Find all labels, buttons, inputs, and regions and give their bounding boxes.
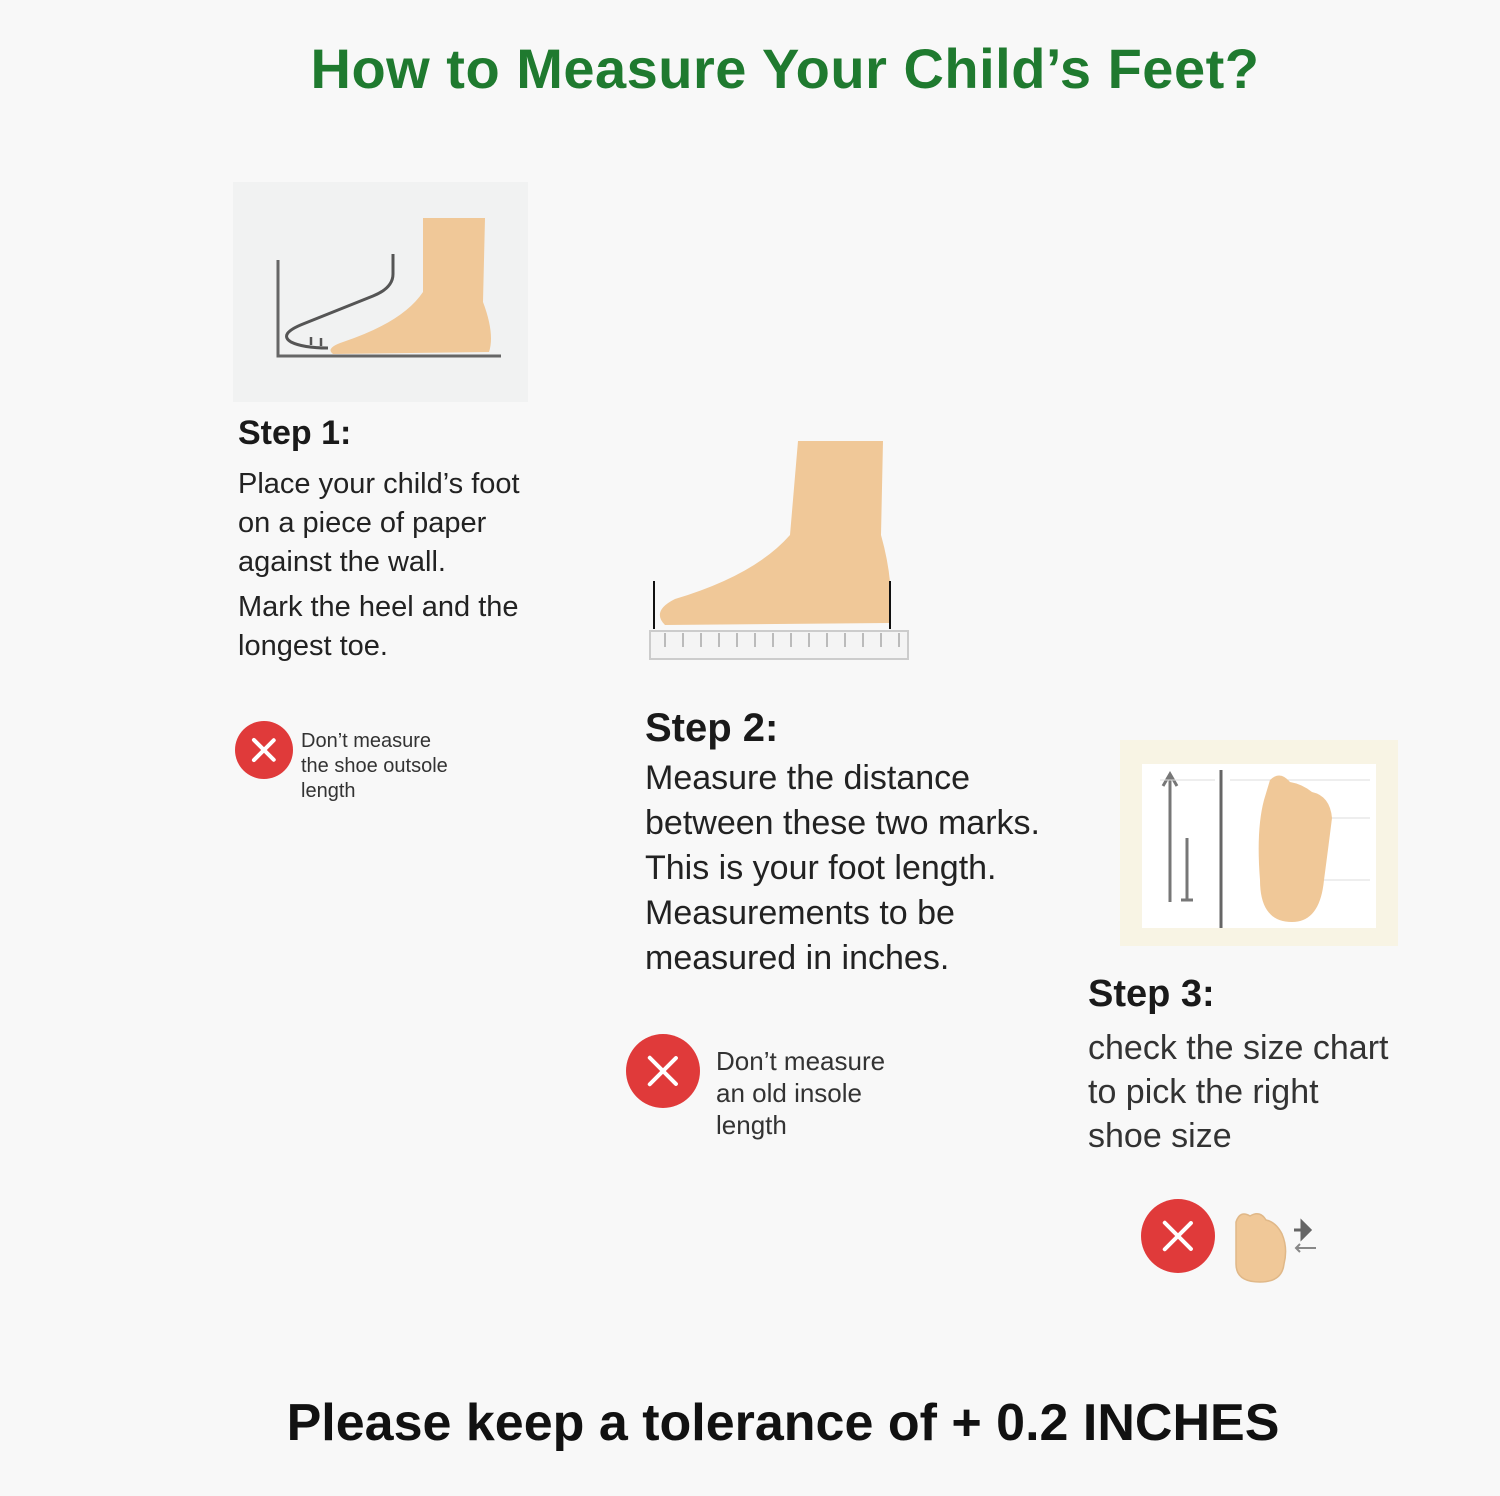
step3-text: check the size chart to pick the right s… — [1088, 1026, 1388, 1158]
step2-line: Measure the distance — [645, 759, 971, 797]
foot-against-wall-illustration — [233, 182, 528, 402]
step1-line: on a piece of paper — [238, 507, 487, 539]
step1-line: longest toe. — [238, 630, 388, 662]
tolerance-note: Please keep a tolerance of + 0.2 INCHES — [286, 1394, 1280, 1452]
step2-line: Measurements to be — [645, 894, 955, 932]
step1-text: Place your child’s foot on a piece of pa… — [238, 465, 520, 666]
step2-warning: Don’t measure an old insole length — [716, 1045, 885, 1141]
warning-line: Don’t measure — [716, 1046, 886, 1076]
warning-line: length — [716, 1110, 787, 1140]
step1-heading: Step 1: — [238, 414, 352, 452]
warning-line: Don’t measure — [301, 730, 432, 752]
page-title: How to Measure Your Child’s Feet? — [310, 37, 1260, 100]
x-circle-icon — [626, 1034, 700, 1108]
x-circle-icon — [235, 721, 293, 779]
warning-line: length — [301, 780, 356, 802]
step1-line: Place your child’s foot — [238, 468, 520, 500]
step2-text: Measure the distance between these two m… — [645, 756, 1040, 981]
step1-line: against the wall. — [238, 546, 446, 578]
warning-line: an old insole — [716, 1078, 862, 1108]
step2-line: This is your foot length. — [645, 849, 997, 887]
step3-line: shoe size — [1088, 1117, 1232, 1155]
step2-line: between these two marks. — [645, 804, 1040, 842]
x-circle-icon — [1141, 1199, 1215, 1273]
step1-warning: Don’t measure the shoe outsole length — [301, 729, 448, 804]
step3-line: check the size chart — [1088, 1029, 1389, 1067]
foot-width-icon — [1235, 1213, 1316, 1283]
step2-line: measured in inches. — [645, 939, 950, 977]
foot-on-ruler-illustration — [649, 441, 909, 660]
size-chart-illustration — [1120, 740, 1398, 946]
warning-line: the shoe outsole — [301, 755, 448, 777]
step2-heading: Step 2: — [645, 706, 779, 750]
step1-line: Mark the heel and the — [238, 591, 519, 623]
step3-line: to pick the right — [1088, 1073, 1319, 1111]
step3-heading: Step 3: — [1088, 973, 1215, 1015]
